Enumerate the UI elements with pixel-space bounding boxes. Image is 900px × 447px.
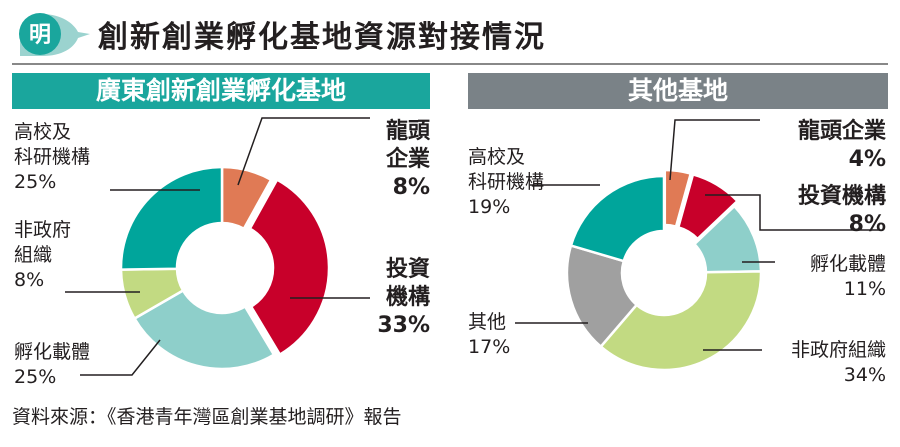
donut-right <box>565 168 763 372</box>
panel-title-right: 其他基地 <box>468 73 888 109</box>
donut-slice-孵化載體 <box>132 288 276 371</box>
label-right-ngo: 非政府組織 34% <box>790 339 886 386</box>
leader-lines <box>65 117 880 376</box>
label-left-ngo: 非政府 組織 8% <box>14 219 72 291</box>
donut-slice-高校及科研機構 <box>569 174 666 263</box>
donut-slice-非政府組織 <box>599 270 763 372</box>
leader-line <box>80 339 161 376</box>
label-left-leading-enterprise: 龍頭 企業 8% <box>385 119 430 200</box>
label-right-investment: 投資機構 8% <box>797 184 886 237</box>
panel-title-left: 廣東創新創業孵化基地 <box>12 73 430 109</box>
label-left-incubator: 孵化載體 25% <box>14 341 91 388</box>
label-right-other: 其他 17% <box>468 311 511 358</box>
chart-title: 創新創業孵化基地資源對接情況 <box>98 20 546 55</box>
donut-slice-投資機構 <box>248 177 331 357</box>
label-left-university: 高校及 科研機構 25% <box>14 121 91 193</box>
donut-left <box>119 165 331 371</box>
leader-line <box>705 194 880 231</box>
source-note: 資料來源：《香港青年灣區創業基地調研》報告 <box>12 406 402 428</box>
logo-char: 明 <box>29 22 51 48</box>
donut-slice-高校及科研機構 <box>119 165 224 271</box>
donut-slice-投資機構 <box>676 172 740 241</box>
label-right-incubator: 孵化載體 11% <box>809 253 886 300</box>
leader-line <box>669 119 760 181</box>
divider <box>12 63 888 65</box>
donut-slice-龍頭企業 <box>220 165 273 231</box>
leader-line <box>237 117 370 186</box>
newspaper-logo: 明 <box>19 13 90 56</box>
label-right-leading-enterprise: 龍頭企業 4% <box>797 119 886 172</box>
label-left-investment: 投資 機構 33% <box>377 257 430 338</box>
label-right-university: 高校及 科研機構 19% <box>468 146 545 218</box>
donut-slice-龍頭企業 <box>663 168 693 229</box>
